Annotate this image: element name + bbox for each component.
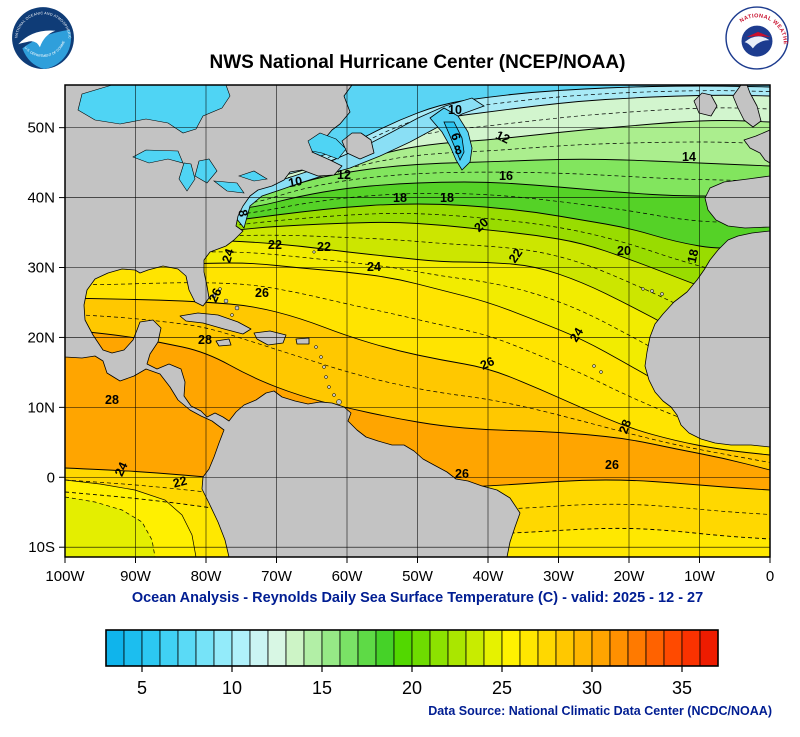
svg-text:60W: 60W — [332, 568, 364, 585]
page-title: NWS National Hurricane Center (NCEP/NOAA… — [209, 52, 626, 73]
nws-logo: NATIONAL WEATHER SERVICE — [722, 1, 790, 76]
noaa-gull-icon — [18, 30, 56, 48]
svg-text:28: 28 — [105, 393, 119, 407]
svg-text:22: 22 — [317, 240, 331, 254]
svg-text:20: 20 — [617, 244, 631, 258]
axis-labels: 50N 40N 30N 20N 10N 0 10S 100W 90W 80W 70W 60W 50W 40… — [27, 120, 774, 585]
svg-text:70W: 70W — [261, 568, 293, 585]
svg-text:35: 35 — [672, 678, 692, 698]
nws-seal: NATIONAL WEATHER SERVICE — [722, 1, 789, 70]
svg-text:40N: 40N — [27, 190, 55, 207]
data-source: Data Source: National Climatic Data Cent… — [428, 704, 772, 718]
svg-text:50N: 50N — [27, 120, 55, 137]
svg-text:5: 5 — [137, 678, 147, 698]
svg-text:26: 26 — [255, 286, 269, 300]
grid-lines — [64, 84, 771, 558]
land-puerto_rico — [295, 337, 310, 345]
svg-text:24: 24 — [567, 325, 586, 344]
svg-text:10S: 10S — [28, 539, 55, 556]
noaa-logo: NATIONAL OCEANIC AND ATMOSPHERIC ADMINIS… — [8, 2, 76, 76]
svg-text:10: 10 — [287, 174, 303, 190]
svg-text:26: 26 — [605, 458, 619, 472]
svg-text:22: 22 — [506, 246, 525, 265]
svg-text:15: 15 — [312, 678, 332, 698]
map-caption: Ocean Analysis - Reynolds Daily Sea Surf… — [131, 590, 704, 606]
svg-text:18: 18 — [440, 191, 454, 205]
svg-text:20: 20 — [402, 678, 422, 698]
svg-text:26: 26 — [455, 467, 469, 481]
svg-text:22: 22 — [268, 238, 282, 252]
svg-text:10: 10 — [222, 678, 242, 698]
svg-text:28: 28 — [616, 418, 634, 436]
svg-text:90W: 90W — [120, 568, 152, 585]
svg-text:8: 8 — [235, 208, 250, 218]
noaa-seal: NATIONAL OCEANIC AND ATMOSPHERIC ADMINIS… — [8, 2, 74, 69]
svg-text:20N: 20N — [27, 329, 55, 346]
land-iberia — [704, 175, 771, 229]
svg-text:0: 0 — [47, 469, 55, 486]
nws-globe-swirl — [744, 36, 770, 49]
svg-text:10: 10 — [448, 103, 462, 117]
svg-text:25: 25 — [492, 678, 512, 698]
svg-text:12: 12 — [493, 128, 512, 147]
land-africa — [644, 230, 771, 448]
svg-text:24: 24 — [112, 460, 131, 479]
svg-text:10N: 10N — [27, 399, 55, 416]
svg-text:28: 28 — [198, 333, 212, 347]
svg-text:30N: 30N — [27, 260, 55, 277]
land-britain — [732, 84, 762, 128]
cold-water-features — [235, 97, 485, 229]
svg-text:6: 6 — [448, 131, 464, 142]
svg-text:26: 26 — [478, 354, 497, 373]
svg-text:24: 24 — [219, 247, 237, 265]
land-france — [743, 129, 771, 164]
nws-bird-icon — [746, 31, 771, 37]
svg-text:14: 14 — [682, 150, 696, 164]
svg-text:80W: 80W — [191, 568, 223, 585]
land-jamaica — [215, 338, 232, 347]
svg-text:20W: 20W — [614, 568, 646, 585]
svg-text:24: 24 — [367, 260, 381, 274]
svg-text:18: 18 — [685, 248, 702, 265]
svg-text:30: 30 — [582, 678, 602, 698]
svg-text:26: 26 — [206, 286, 225, 305]
svg-text:22: 22 — [171, 474, 188, 491]
svg-text:0: 0 — [766, 568, 774, 585]
land-americas — [64, 84, 521, 558]
colorbar: 5 10 15 20 25 30 35 — [105, 629, 719, 698]
land-cuba — [179, 312, 252, 335]
svg-text:8: 8 — [453, 142, 463, 157]
svg-text:30W: 30W — [543, 568, 575, 585]
svg-text:40W: 40W — [473, 568, 505, 585]
svg-text:100W: 100W — [45, 568, 85, 585]
svg-text:16: 16 — [499, 169, 513, 183]
svg-text:12: 12 — [337, 168, 351, 182]
land-newfoundland — [341, 132, 375, 160]
svg-text:10W: 10W — [684, 568, 716, 585]
land-hispaniola — [253, 330, 287, 346]
noaa-sea-shape — [22, 29, 72, 69]
cold-tongue-core — [443, 121, 465, 161]
svg-text:18: 18 — [393, 191, 407, 205]
lakes — [77, 84, 664, 405]
svg-text:50W: 50W — [402, 568, 434, 585]
